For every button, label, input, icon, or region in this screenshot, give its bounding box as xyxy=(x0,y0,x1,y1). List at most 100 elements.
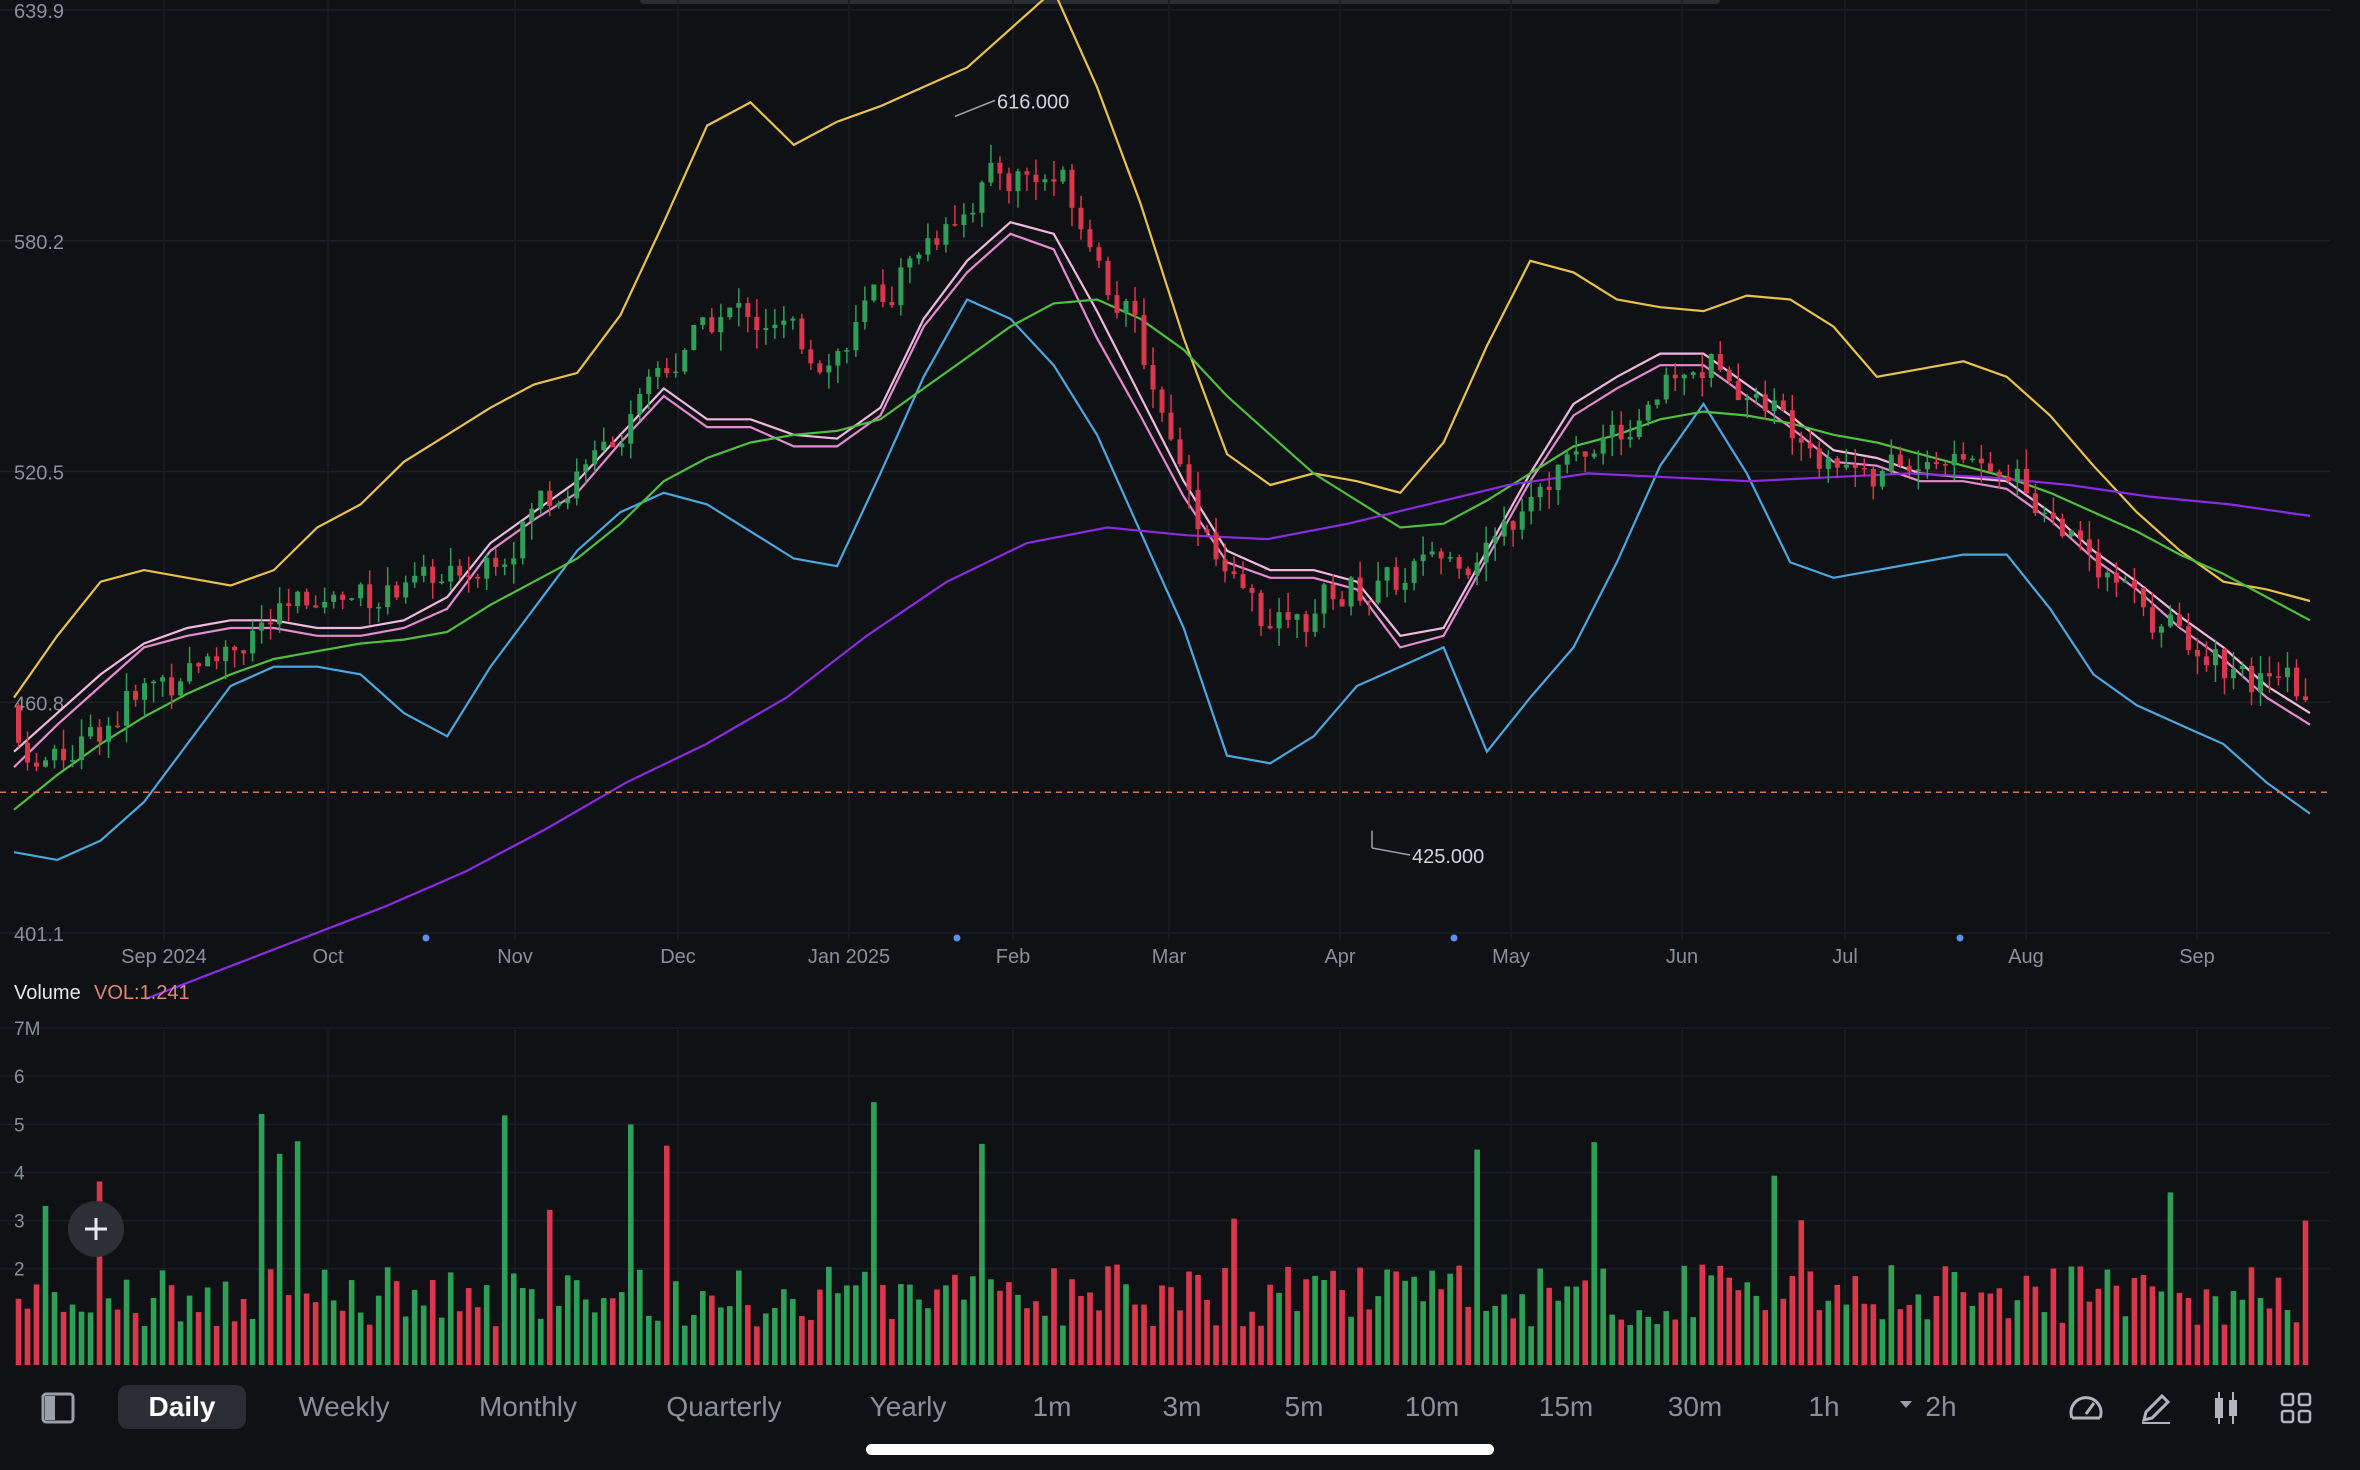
timeframe-tab-monthly[interactable]: Monthly xyxy=(478,1391,578,1422)
timeframe-tab-3m[interactable]: 3m xyxy=(1162,1391,1202,1422)
volume-bar xyxy=(2023,1275,2030,1365)
volume-bar xyxy=(1861,1303,1868,1365)
candle-body xyxy=(691,324,697,351)
timeframe-tab-daily[interactable]: Daily xyxy=(118,1385,246,1429)
timeframe-tab-1m[interactable]: 1m xyxy=(1032,1391,1072,1422)
volume-bar xyxy=(988,1279,994,1365)
volume-bar xyxy=(366,1324,373,1365)
home-indicator xyxy=(866,1444,1494,1455)
price-tick-label: 460.8 xyxy=(14,693,64,715)
add-indicator-button[interactable] xyxy=(68,1201,124,1257)
volume-bar xyxy=(1987,1293,1994,1365)
timeframe-tab-30m[interactable]: 30m xyxy=(1667,1391,1723,1422)
candle-body xyxy=(25,742,31,763)
candle-body xyxy=(2032,493,2038,514)
candle-body xyxy=(700,317,706,325)
timeframe-tab-quarterly[interactable]: Quarterly xyxy=(666,1391,782,1422)
candle-body xyxy=(232,646,238,651)
candle-body xyxy=(763,328,769,331)
candlestick-icon[interactable] xyxy=(2206,1388,2246,1428)
candle-body xyxy=(1591,453,1597,457)
volume-bar xyxy=(627,1124,634,1365)
caret-down-icon[interactable] xyxy=(1894,1392,1918,1416)
candle-body xyxy=(871,284,877,301)
timeframe-tab-15m[interactable]: 15m xyxy=(1538,1391,1594,1422)
timeframe-tab-1h[interactable]: 1h xyxy=(1808,1391,1840,1422)
candle-body xyxy=(295,591,301,607)
candle-body xyxy=(1429,551,1435,555)
volume-bar xyxy=(1312,1275,1318,1365)
sidebar-panel-icon[interactable] xyxy=(38,1388,78,1428)
event-dot xyxy=(953,934,961,942)
stock-chart[interactable]: 639.9 580.2 520.5 460.8 401.1 Sep 2024 Oct Nov… xyxy=(0,0,2360,1370)
volume-bar xyxy=(429,1279,436,1365)
volume-bar xyxy=(2158,1291,2165,1365)
volume-bar xyxy=(141,1326,148,1365)
candle-body xyxy=(1807,442,1813,449)
candle-body xyxy=(1195,489,1201,530)
volume-bar xyxy=(1060,1325,1066,1365)
high-label: 616.000 xyxy=(997,91,1069,113)
volume-bar xyxy=(979,1143,985,1365)
candle-body xyxy=(934,238,940,245)
candle-body xyxy=(2212,649,2218,666)
timeframe-tab-weekly[interactable]: Weekly xyxy=(298,1391,390,1422)
timeframe-tab-yearly[interactable]: Yearly xyxy=(869,1391,947,1422)
volume-bar xyxy=(1798,1220,1805,1365)
volume-bar xyxy=(2050,1268,2057,1365)
volume-bar xyxy=(1915,1294,1922,1365)
candle-body xyxy=(1258,592,1264,627)
candle-body xyxy=(2257,673,2263,693)
volume-bar xyxy=(2230,1291,2237,1365)
volume-bar xyxy=(438,1317,445,1365)
candle-body xyxy=(1996,471,2002,477)
candle-body xyxy=(529,508,535,522)
volume-bar xyxy=(231,1321,238,1365)
candle-body xyxy=(2275,676,2281,678)
volume-bar xyxy=(961,1299,967,1365)
volume-title: Volume xyxy=(14,982,81,1004)
candle-body xyxy=(1753,394,1759,398)
volume-axis: 7M 6 5 4 3 2 xyxy=(0,1019,2330,1281)
volume-bar xyxy=(1825,1300,1832,1365)
candle-body xyxy=(1465,568,1471,576)
candle-body xyxy=(1555,464,1561,491)
volume-bar xyxy=(835,1293,841,1365)
timeframe-tab-5m[interactable]: 5m xyxy=(1284,1391,1324,1422)
volume-bar xyxy=(258,1113,265,1365)
timeframe-tab-10m[interactable]: 10m xyxy=(1404,1391,1460,1422)
volume-bar xyxy=(700,1291,706,1365)
candle-body xyxy=(2086,539,2092,553)
volume-bar xyxy=(2104,1269,2111,1365)
x-axis-label: Jul xyxy=(1832,946,1858,968)
volume-header: Volume VOL:1.241 xyxy=(14,982,190,1004)
volume-bar xyxy=(2167,1192,2174,1365)
gauge-icon[interactable] xyxy=(2066,1388,2106,1428)
pencil-icon[interactable] xyxy=(2136,1388,2176,1428)
candle-body xyxy=(2284,667,2290,678)
candle-body xyxy=(772,324,778,329)
volume-bar xyxy=(1285,1266,1291,1365)
volume-bar xyxy=(2221,1324,2228,1365)
volume-bar xyxy=(1546,1287,1552,1365)
candle-body xyxy=(2293,667,2299,697)
timeframe-tab-2h[interactable]: 2h xyxy=(1925,1391,1957,1422)
grid-icon[interactable] xyxy=(2276,1388,2316,1428)
volume-bar xyxy=(114,1309,121,1365)
volume-bar xyxy=(1690,1317,1697,1365)
volume-bar xyxy=(1537,1268,1543,1365)
volume-bar xyxy=(925,1308,931,1365)
candle-body xyxy=(2095,552,2101,578)
volume-bar xyxy=(2059,1322,2066,1365)
volume-bar xyxy=(357,1312,364,1365)
candle-body xyxy=(1348,577,1354,607)
volume-bar xyxy=(582,1299,589,1365)
candle-body xyxy=(493,557,499,567)
candle-body xyxy=(673,371,679,374)
volume-bar xyxy=(456,1311,463,1365)
event-dot xyxy=(1956,934,1964,942)
candle-body xyxy=(1096,247,1102,261)
volume-bar xyxy=(1753,1295,1760,1365)
candle-body xyxy=(1789,410,1795,439)
volume-bar xyxy=(213,1325,220,1365)
